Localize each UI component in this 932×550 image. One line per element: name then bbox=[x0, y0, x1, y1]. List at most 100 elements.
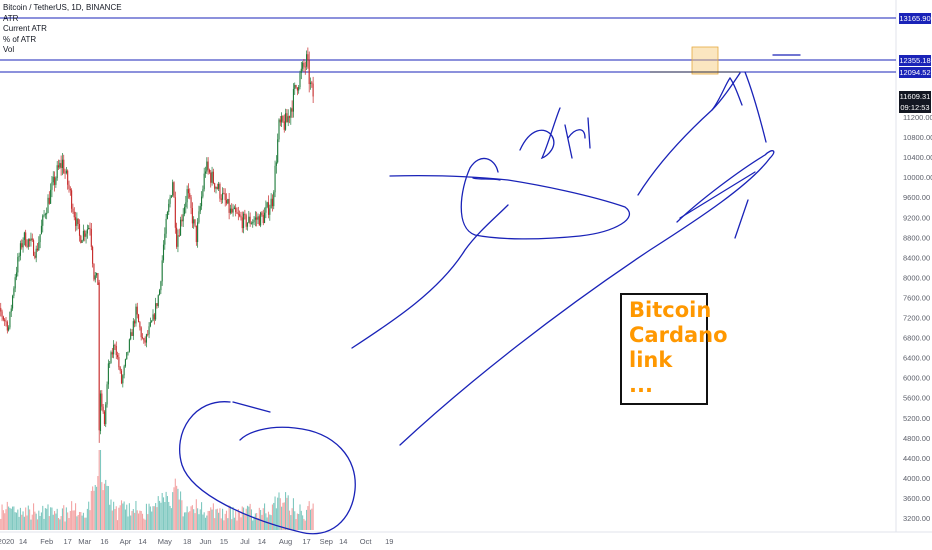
candle-body bbox=[26, 245, 28, 247]
volume-group bbox=[0, 450, 314, 530]
candle-body bbox=[127, 351, 129, 353]
candle-body bbox=[111, 352, 113, 355]
volume-bar bbox=[207, 510, 209, 530]
candle-body bbox=[122, 375, 124, 384]
indicator-current-atr[interactable]: Current ATR bbox=[3, 24, 47, 33]
volume-bar bbox=[236, 520, 238, 530]
indicator-percent-atr[interactable]: % of ATR bbox=[3, 34, 37, 44]
volume-bar bbox=[134, 512, 136, 530]
candle-body bbox=[189, 193, 191, 198]
candle-body bbox=[76, 218, 78, 226]
candle-body bbox=[132, 321, 134, 336]
candle-body bbox=[128, 339, 130, 352]
volume-bar bbox=[229, 506, 231, 530]
volume-bar bbox=[204, 517, 207, 530]
candle-body bbox=[300, 68, 302, 73]
candle-body bbox=[307, 54, 309, 61]
candle-body bbox=[82, 230, 84, 241]
volume-bar bbox=[151, 511, 153, 530]
volume-bar bbox=[46, 508, 48, 530]
volume-bar bbox=[308, 501, 310, 530]
arrow-inner-drawing bbox=[679, 171, 756, 219]
volume-bar bbox=[72, 510, 74, 530]
candle-body bbox=[249, 216, 251, 224]
candle-body bbox=[261, 212, 263, 215]
volume-bar bbox=[228, 505, 230, 530]
symbol-title[interactable]: Bitcoin / TetherUS, 1D, BINANCE bbox=[3, 3, 122, 12]
candle-body bbox=[191, 208, 193, 224]
candle-body bbox=[169, 197, 171, 204]
x-tick-label: 14 bbox=[138, 537, 146, 546]
candle-body bbox=[228, 199, 230, 213]
volume-bar bbox=[33, 503, 35, 530]
volume-bar bbox=[283, 502, 285, 530]
volume-bar bbox=[123, 501, 125, 530]
volume-bar bbox=[60, 516, 62, 530]
candle-body bbox=[195, 225, 197, 243]
x-tick-label: 18 bbox=[183, 537, 191, 546]
volume-bar bbox=[195, 499, 197, 530]
candle-body bbox=[275, 162, 277, 166]
volume-bar bbox=[4, 513, 6, 530]
candle-body bbox=[174, 197, 176, 228]
candle-body bbox=[201, 196, 203, 207]
x-tick-label: Jun bbox=[199, 537, 211, 546]
y-tick-label: 11200.00 bbox=[903, 113, 932, 122]
candle-body bbox=[73, 211, 75, 218]
volume-bar bbox=[138, 513, 140, 530]
x-tick-label: 14 bbox=[258, 537, 266, 546]
volume-bar bbox=[118, 507, 120, 530]
volume-bar bbox=[107, 486, 109, 530]
candle-body bbox=[212, 171, 214, 184]
indicator-vol[interactable]: Vol bbox=[3, 45, 15, 54]
volume-bar bbox=[257, 518, 259, 530]
candle-body bbox=[292, 89, 294, 112]
volume-bar bbox=[63, 505, 65, 530]
candle-body bbox=[12, 295, 14, 309]
volume-bar bbox=[0, 518, 2, 530]
candle-body bbox=[286, 113, 288, 123]
candle-body bbox=[19, 243, 21, 256]
volume-bar bbox=[94, 484, 96, 530]
candle-body bbox=[117, 355, 119, 358]
candle-body bbox=[138, 314, 140, 323]
volume-bar bbox=[304, 520, 306, 530]
y-tick-label: 7600.00 bbox=[903, 293, 930, 302]
volume-bar bbox=[219, 508, 221, 530]
volume-bar bbox=[189, 511, 191, 530]
indicator-atr[interactable]: ATR bbox=[3, 13, 19, 23]
candle-body bbox=[119, 367, 121, 371]
candle-body bbox=[291, 108, 293, 112]
y-tick-label: 4400.00 bbox=[903, 454, 930, 463]
volume-bar bbox=[277, 497, 279, 530]
volume-bar bbox=[80, 512, 82, 530]
candle-body bbox=[159, 290, 161, 296]
candle-body bbox=[166, 212, 168, 219]
volume-bar bbox=[248, 506, 250, 530]
candle-body bbox=[27, 239, 29, 247]
candle-body bbox=[22, 239, 24, 248]
candle-body bbox=[13, 288, 15, 296]
volume-bar bbox=[224, 513, 226, 530]
candle-body bbox=[285, 113, 287, 130]
volume-bar bbox=[299, 504, 301, 530]
volume-bar bbox=[145, 503, 147, 530]
arrow-tail-drawing bbox=[734, 199, 749, 239]
note-line: Cardano bbox=[629, 323, 728, 347]
candle-body bbox=[224, 193, 226, 201]
candle-body bbox=[180, 219, 182, 236]
volume-bar bbox=[227, 518, 229, 530]
volume-bar bbox=[102, 490, 104, 530]
y-tick-label: 3200.00 bbox=[903, 514, 930, 523]
drawings-group bbox=[179, 54, 801, 535]
candle-body bbox=[219, 183, 221, 199]
x-tick-label: 16 bbox=[100, 537, 108, 546]
candle-body bbox=[203, 173, 205, 190]
volume-bar bbox=[13, 506, 15, 530]
volume-bar bbox=[15, 512, 18, 530]
candle-body bbox=[124, 359, 126, 367]
volume-bar bbox=[298, 513, 300, 530]
candle-body bbox=[103, 411, 105, 425]
volume-bar bbox=[156, 507, 158, 530]
